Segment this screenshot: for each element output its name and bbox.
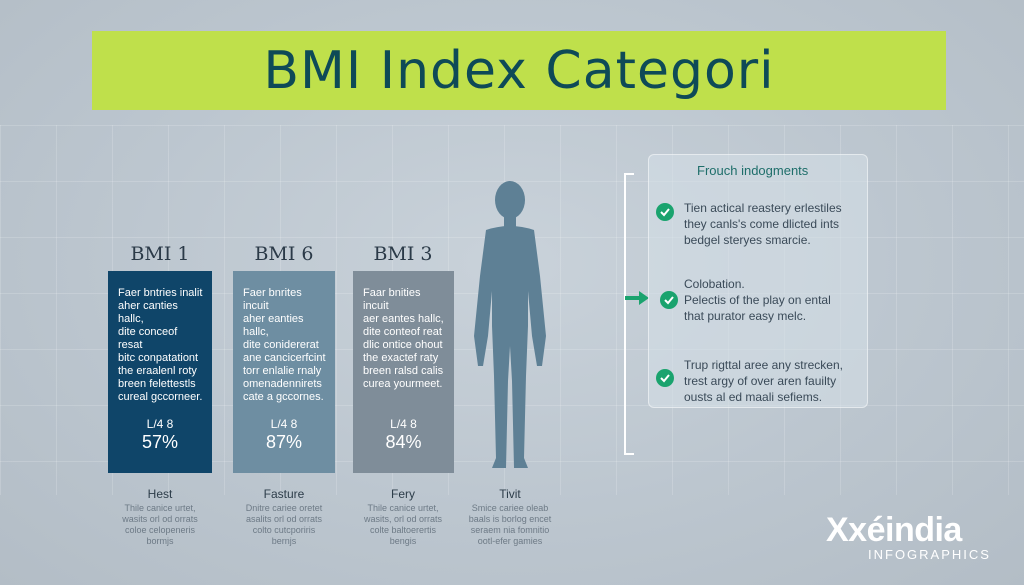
caption-3: Fery Thile canice urtet, wasits, orl od …: [343, 487, 463, 547]
card-percent: 57%: [141, 432, 179, 452]
finding-item-3: Trup rigttal aree any strecken, trest ar…: [684, 358, 843, 404]
finding-item-2: Colobation. Pelectis of the play on enta…: [684, 277, 831, 323]
caption-2: Fasture Dnitre cariee oretet asalits orl…: [224, 487, 344, 547]
title-banner: BMI Index Categori: [92, 31, 946, 110]
caption-text: Thile canice urtet, wasits orl od orrats…: [122, 503, 198, 546]
caption-text: Dnitre cariee oretet asalits orl od orra…: [245, 503, 323, 546]
check-icon: [656, 203, 674, 221]
brand-logo: Xxéindia INFOGRAPHICS: [826, 513, 1002, 563]
bmi-card-1: Faer bntries inalit aher canties hallc, …: [108, 271, 212, 473]
finding-item-1: Tien actical reastery erlestiles they ca…: [684, 201, 842, 247]
caption-1: Hest Thile canice urtet, wasits orl od o…: [100, 487, 220, 547]
brand-subtitle: INFOGRAPHICS: [868, 547, 991, 562]
column-heading-3: BMI 3: [373, 243, 433, 265]
check-icon: [656, 369, 674, 387]
findings-panel: [648, 154, 868, 408]
caption-title: Tivit: [499, 487, 521, 501]
panel-title: Frouch indogments: [697, 163, 809, 178]
human-figure-icon: [474, 181, 546, 468]
card-ratio: L/4 8: [270, 417, 298, 431]
card-percent: 84%: [385, 432, 422, 452]
card-ratio: L/4 8: [390, 417, 417, 431]
caption-text: Smice cariee oleab baals is borlog encet…: [468, 503, 552, 546]
column-heading-2: BMI 6: [254, 243, 314, 265]
card-description: Faar bnities incuit aer eantes hallc, di…: [363, 287, 444, 390]
card-description: Faer bnrites incuit aher eanties hallc, …: [243, 287, 326, 403]
caption-figure: Tivit Smice cariee oleab baals is borlog…: [450, 487, 570, 547]
card-description: Faer bntries inalit aher canties hallc, …: [118, 287, 203, 403]
caption-title: Fasture: [263, 487, 305, 501]
caption-title: Hest: [147, 487, 173, 501]
card-ratio: L/4 8: [146, 417, 174, 431]
page-title: BMI Index Categori: [263, 40, 775, 101]
caption-title: Fery: [391, 487, 415, 501]
bmi-card-2: Faer bnrites incuit aher eanties hallc, …: [233, 271, 335, 473]
column-heading-1: BMI 1: [130, 243, 190, 265]
bracket-line: [624, 173, 634, 455]
arrow-right-icon: [625, 291, 649, 305]
check-icon: [660, 291, 678, 309]
caption-text: Thile canice urtet, wasits, orl od orrat…: [363, 503, 443, 546]
bmi-card-3: Faar bnities incuit aer eantes hallc, di…: [353, 271, 454, 473]
card-percent: 87%: [265, 432, 303, 452]
brand-name: Xxéindia: [826, 511, 962, 549]
